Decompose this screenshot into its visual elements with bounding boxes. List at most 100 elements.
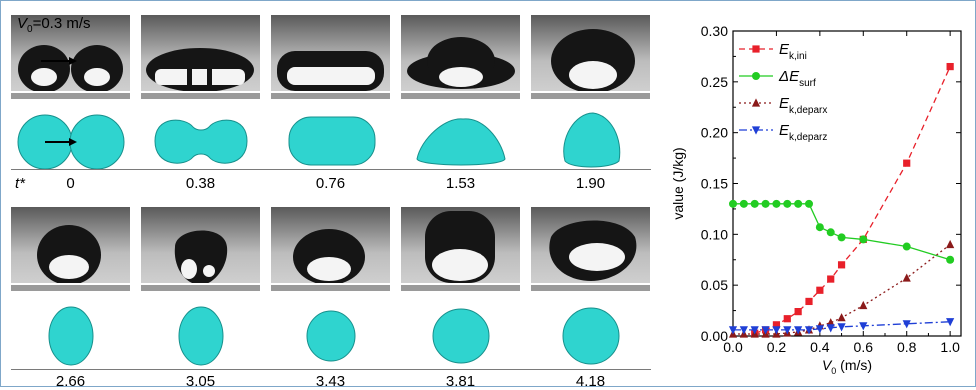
droplet-sequence-panel: V0=0.3 m/s t* 0 0.38 0.76 1.53 1.90 (1, 1, 661, 390)
data-point (946, 255, 955, 264)
data-point (837, 233, 846, 242)
energy-chart: 0.00 0.05 0.10 0.15 0.20 0.25 0.30 0.0 0.2 0.4 0.6… (670, 23, 962, 376)
simulation-shape-10 (562, 307, 620, 365)
data-point (772, 326, 781, 335)
data-point (783, 315, 791, 323)
data-point (751, 98, 761, 107)
series-line (733, 243, 951, 335)
data-point (805, 297, 813, 306)
time-label: 0.76 (315, 175, 346, 192)
experiment-photo-5 (531, 15, 650, 99)
simulation-shape-7 (178, 306, 224, 366)
time-label: 1.90 (575, 175, 606, 192)
data-point (783, 199, 792, 208)
simulation-shape-6 (48, 306, 94, 366)
data-point (946, 239, 955, 249)
data-point (827, 275, 835, 283)
velocity-value: =0.3 m/s (32, 15, 91, 32)
data-point (794, 308, 802, 316)
data-point (816, 286, 824, 294)
y-tick-label: 0.30 (701, 23, 728, 39)
plot-frame (732, 30, 962, 337)
data-point (837, 323, 846, 332)
time-label: 3.05 (185, 373, 216, 390)
velocity-label: V0=0.3 m/s (17, 15, 91, 35)
data-point (804, 326, 814, 335)
data-point (750, 326, 759, 335)
legend-label: Ek,deparx (779, 95, 827, 116)
simulation-shape-4 (416, 118, 506, 166)
experiment-photo-10 (531, 207, 650, 291)
legend-label: Ek,ini (779, 41, 807, 62)
y-tick-label: 0.00 (701, 328, 728, 344)
data-point (739, 326, 748, 335)
time-label: 0 (66, 175, 75, 192)
data-point (794, 199, 803, 208)
data-point (946, 62, 954, 71)
time-axis-label: t* (15, 175, 26, 192)
velocity-subscript: 0 (27, 24, 33, 35)
x-tick-label: 0.2 (767, 339, 787, 355)
velocity-symbol: V (17, 15, 28, 32)
data-point (772, 199, 781, 208)
experiment-photo-2 (141, 15, 260, 99)
x-axis-label: V0 (m/s) (822, 357, 872, 376)
data-point (728, 326, 738, 335)
y-tick-label: 0.10 (701, 226, 728, 242)
data-point (826, 324, 835, 333)
data-point (902, 320, 911, 329)
data-point (750, 199, 759, 208)
x-tick-label: 1.0 (940, 339, 960, 355)
y-tick-label: 0.25 (701, 74, 728, 90)
y-tick-label: 0.20 (701, 125, 728, 141)
data-point (761, 199, 770, 208)
legend-label: ΔEsurf (778, 68, 816, 89)
legend-label: Ek,deparz (779, 122, 827, 143)
row2-baseline (11, 369, 651, 370)
simulation-shape-3 (288, 116, 376, 166)
data-point (739, 199, 748, 208)
data-point (761, 326, 770, 335)
data-point (805, 199, 813, 208)
row1-baseline (11, 169, 651, 170)
data-point (903, 159, 911, 167)
experiment-photo-8 (271, 207, 390, 291)
time-label: 3.81 (445, 373, 476, 390)
data-point (815, 325, 824, 334)
data-point (902, 242, 911, 251)
x-tick-label: 0.6 (854, 339, 874, 355)
time-label: 4.18 (575, 373, 606, 390)
y-tick-label: 0.05 (701, 277, 728, 293)
time-label: 2.66 (55, 373, 86, 390)
series-line (733, 203, 951, 261)
y-axis-label: value (J/kg) (670, 147, 686, 219)
time-label: 3.43 (315, 373, 346, 390)
data-point (859, 300, 868, 310)
data-point (772, 321, 781, 329)
experiment-photo-4 (401, 15, 520, 99)
time-label: 1.53 (445, 175, 476, 192)
time-label: 0.38 (185, 175, 216, 192)
y-tick-label: 0.15 (701, 176, 728, 192)
x-tick-label: 0.8 (897, 339, 917, 355)
data-point (837, 313, 846, 322)
data-point (815, 223, 824, 232)
data-point (783, 326, 792, 335)
simulation-shape-8 (306, 310, 356, 362)
experiment-photo-1 (11, 15, 130, 99)
data-point (729, 199, 737, 208)
data-point (752, 45, 760, 53)
experiment-photo-6 (11, 207, 130, 291)
experiment-photo-9 (401, 207, 520, 291)
data-point (902, 273, 911, 282)
experiment-photo-3 (271, 15, 390, 99)
droplet-photo-shape (18, 45, 123, 93)
data-point (751, 126, 761, 135)
data-point (826, 228, 835, 237)
data-point (837, 261, 846, 269)
experiment-photo-7 (141, 207, 260, 291)
simulation-shape-5 (563, 112, 621, 168)
x-tick-label: 0.4 (810, 339, 830, 355)
simulation-shape-1 (17, 114, 125, 170)
